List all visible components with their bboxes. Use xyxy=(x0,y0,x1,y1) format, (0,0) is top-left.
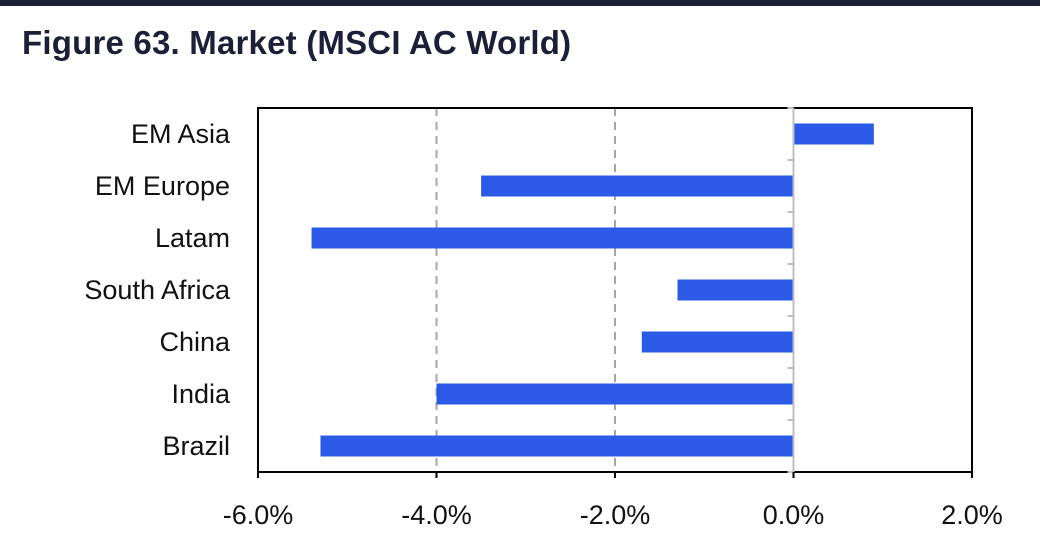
x-tick-label: 2.0% xyxy=(941,500,1003,530)
chart-title: Figure 63. Market (MSCI AC World) xyxy=(22,24,572,61)
category-label: India xyxy=(171,379,231,409)
gridlines xyxy=(435,108,616,472)
category-label: South Africa xyxy=(84,275,231,305)
bar-latam xyxy=(311,227,794,249)
bar-india xyxy=(436,383,794,405)
category-label: Brazil xyxy=(162,431,230,461)
bar-china xyxy=(641,331,794,353)
zero-axis xyxy=(787,107,795,473)
category-label: Latam xyxy=(155,223,230,253)
x-tick-label: 0.0% xyxy=(763,500,825,530)
bar-em-europe xyxy=(481,175,794,197)
x-tick-label: -2.0% xyxy=(580,500,651,530)
category-label: EM Asia xyxy=(131,119,231,149)
category-labels: EM Asia EM Europe Latam South Africa China In… xyxy=(84,119,231,461)
x-tick-labels: -6.0% -4.0% -2.0% 0.0% 2.0% xyxy=(223,472,1003,530)
bar-south-africa xyxy=(677,279,794,301)
x-tick-label: -4.0% xyxy=(401,500,472,530)
bar-brazil xyxy=(320,435,794,457)
bar-em-asia xyxy=(793,123,874,145)
x-tick-label: -6.0% xyxy=(223,500,294,530)
bars xyxy=(311,123,874,457)
category-label: EM Europe xyxy=(95,171,230,201)
category-label: China xyxy=(159,327,231,357)
top-rule xyxy=(0,0,1040,6)
